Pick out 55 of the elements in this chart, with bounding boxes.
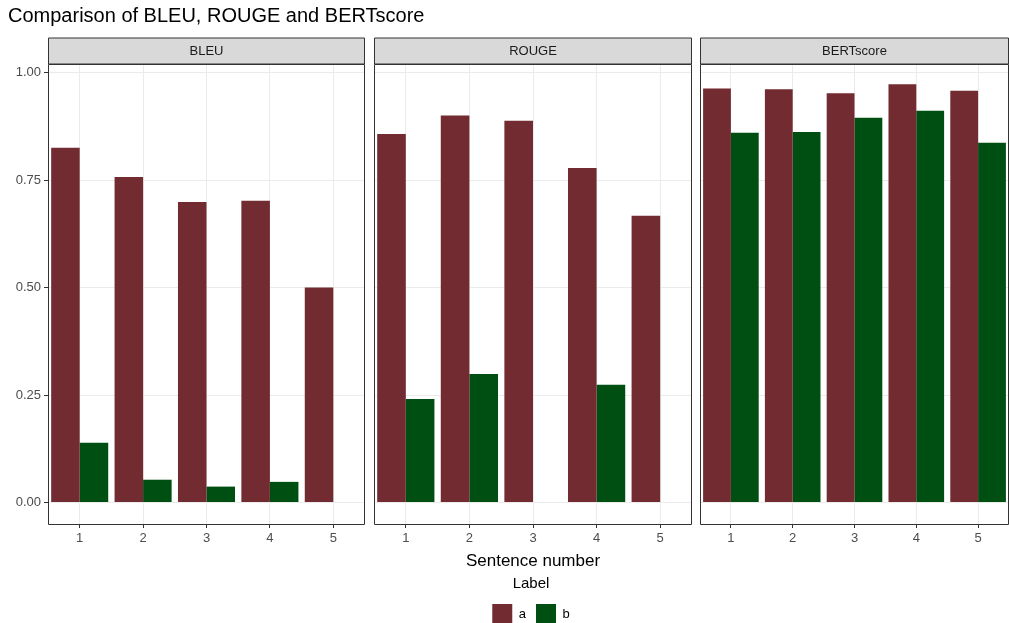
bar [114, 177, 144, 503]
bar [504, 120, 533, 503]
bar [764, 89, 793, 503]
x-tick-label: 5 [329, 530, 337, 546]
x-tick-label: 2 [139, 530, 147, 546]
bar [730, 132, 759, 503]
legend-label: a [518, 605, 527, 621]
bar [854, 117, 883, 503]
bar [950, 90, 979, 503]
bar [143, 479, 172, 503]
x-tick-label: 3 [850, 530, 859, 546]
bar [916, 110, 945, 503]
x-tick-label: 2 [465, 530, 474, 546]
y-tick-label: 0.75 [15, 171, 41, 187]
chart-subtitle: BERTscore [822, 42, 887, 58]
bar [206, 486, 236, 503]
y-tick-label: 0.25 [15, 386, 41, 402]
x-tick-label: 5 [656, 530, 664, 546]
bar [596, 384, 626, 503]
bar [79, 442, 109, 503]
bar [631, 215, 661, 503]
x-tick-label: 4 [912, 530, 920, 546]
bar [888, 84, 917, 503]
bar [377, 134, 406, 503]
bar [792, 131, 821, 503]
x-tick-label: 3 [202, 530, 211, 546]
bar [177, 202, 207, 503]
x-tick-label: 5 [974, 530, 982, 546]
chart-title: Comparison of BLEU, ROUGE and BERTscore [8, 4, 425, 27]
y-tick-label: 0.50 [15, 279, 41, 295]
bar [978, 142, 1006, 503]
y-tick-label: 0.00 [15, 494, 41, 510]
bar [51, 147, 80, 503]
x-tick-label: 3 [529, 530, 537, 546]
legend-title: Label [512, 573, 550, 591]
x-tick-label: 1 [402, 530, 410, 546]
bar [304, 287, 334, 503]
y-tick-label: 1.00 [15, 64, 41, 80]
chart-subtitle: BLEU [189, 42, 224, 58]
x-axis-title: Sentence number [465, 551, 601, 571]
bar [567, 168, 597, 503]
bar [405, 398, 435, 503]
bar [440, 115, 470, 503]
legend-label: b [562, 605, 570, 621]
x-tick-label: 2 [789, 530, 797, 546]
x-tick-label: 4 [266, 530, 274, 546]
chart-subtitle: ROUGE [509, 42, 558, 58]
bar [703, 88, 731, 503]
bar [241, 200, 270, 503]
bar [269, 481, 299, 503]
bar [469, 373, 499, 503]
bar [826, 93, 855, 503]
x-tick-label: 1 [727, 530, 735, 546]
x-tick-label: 1 [76, 530, 84, 546]
x-tick-label: 4 [592, 530, 601, 546]
